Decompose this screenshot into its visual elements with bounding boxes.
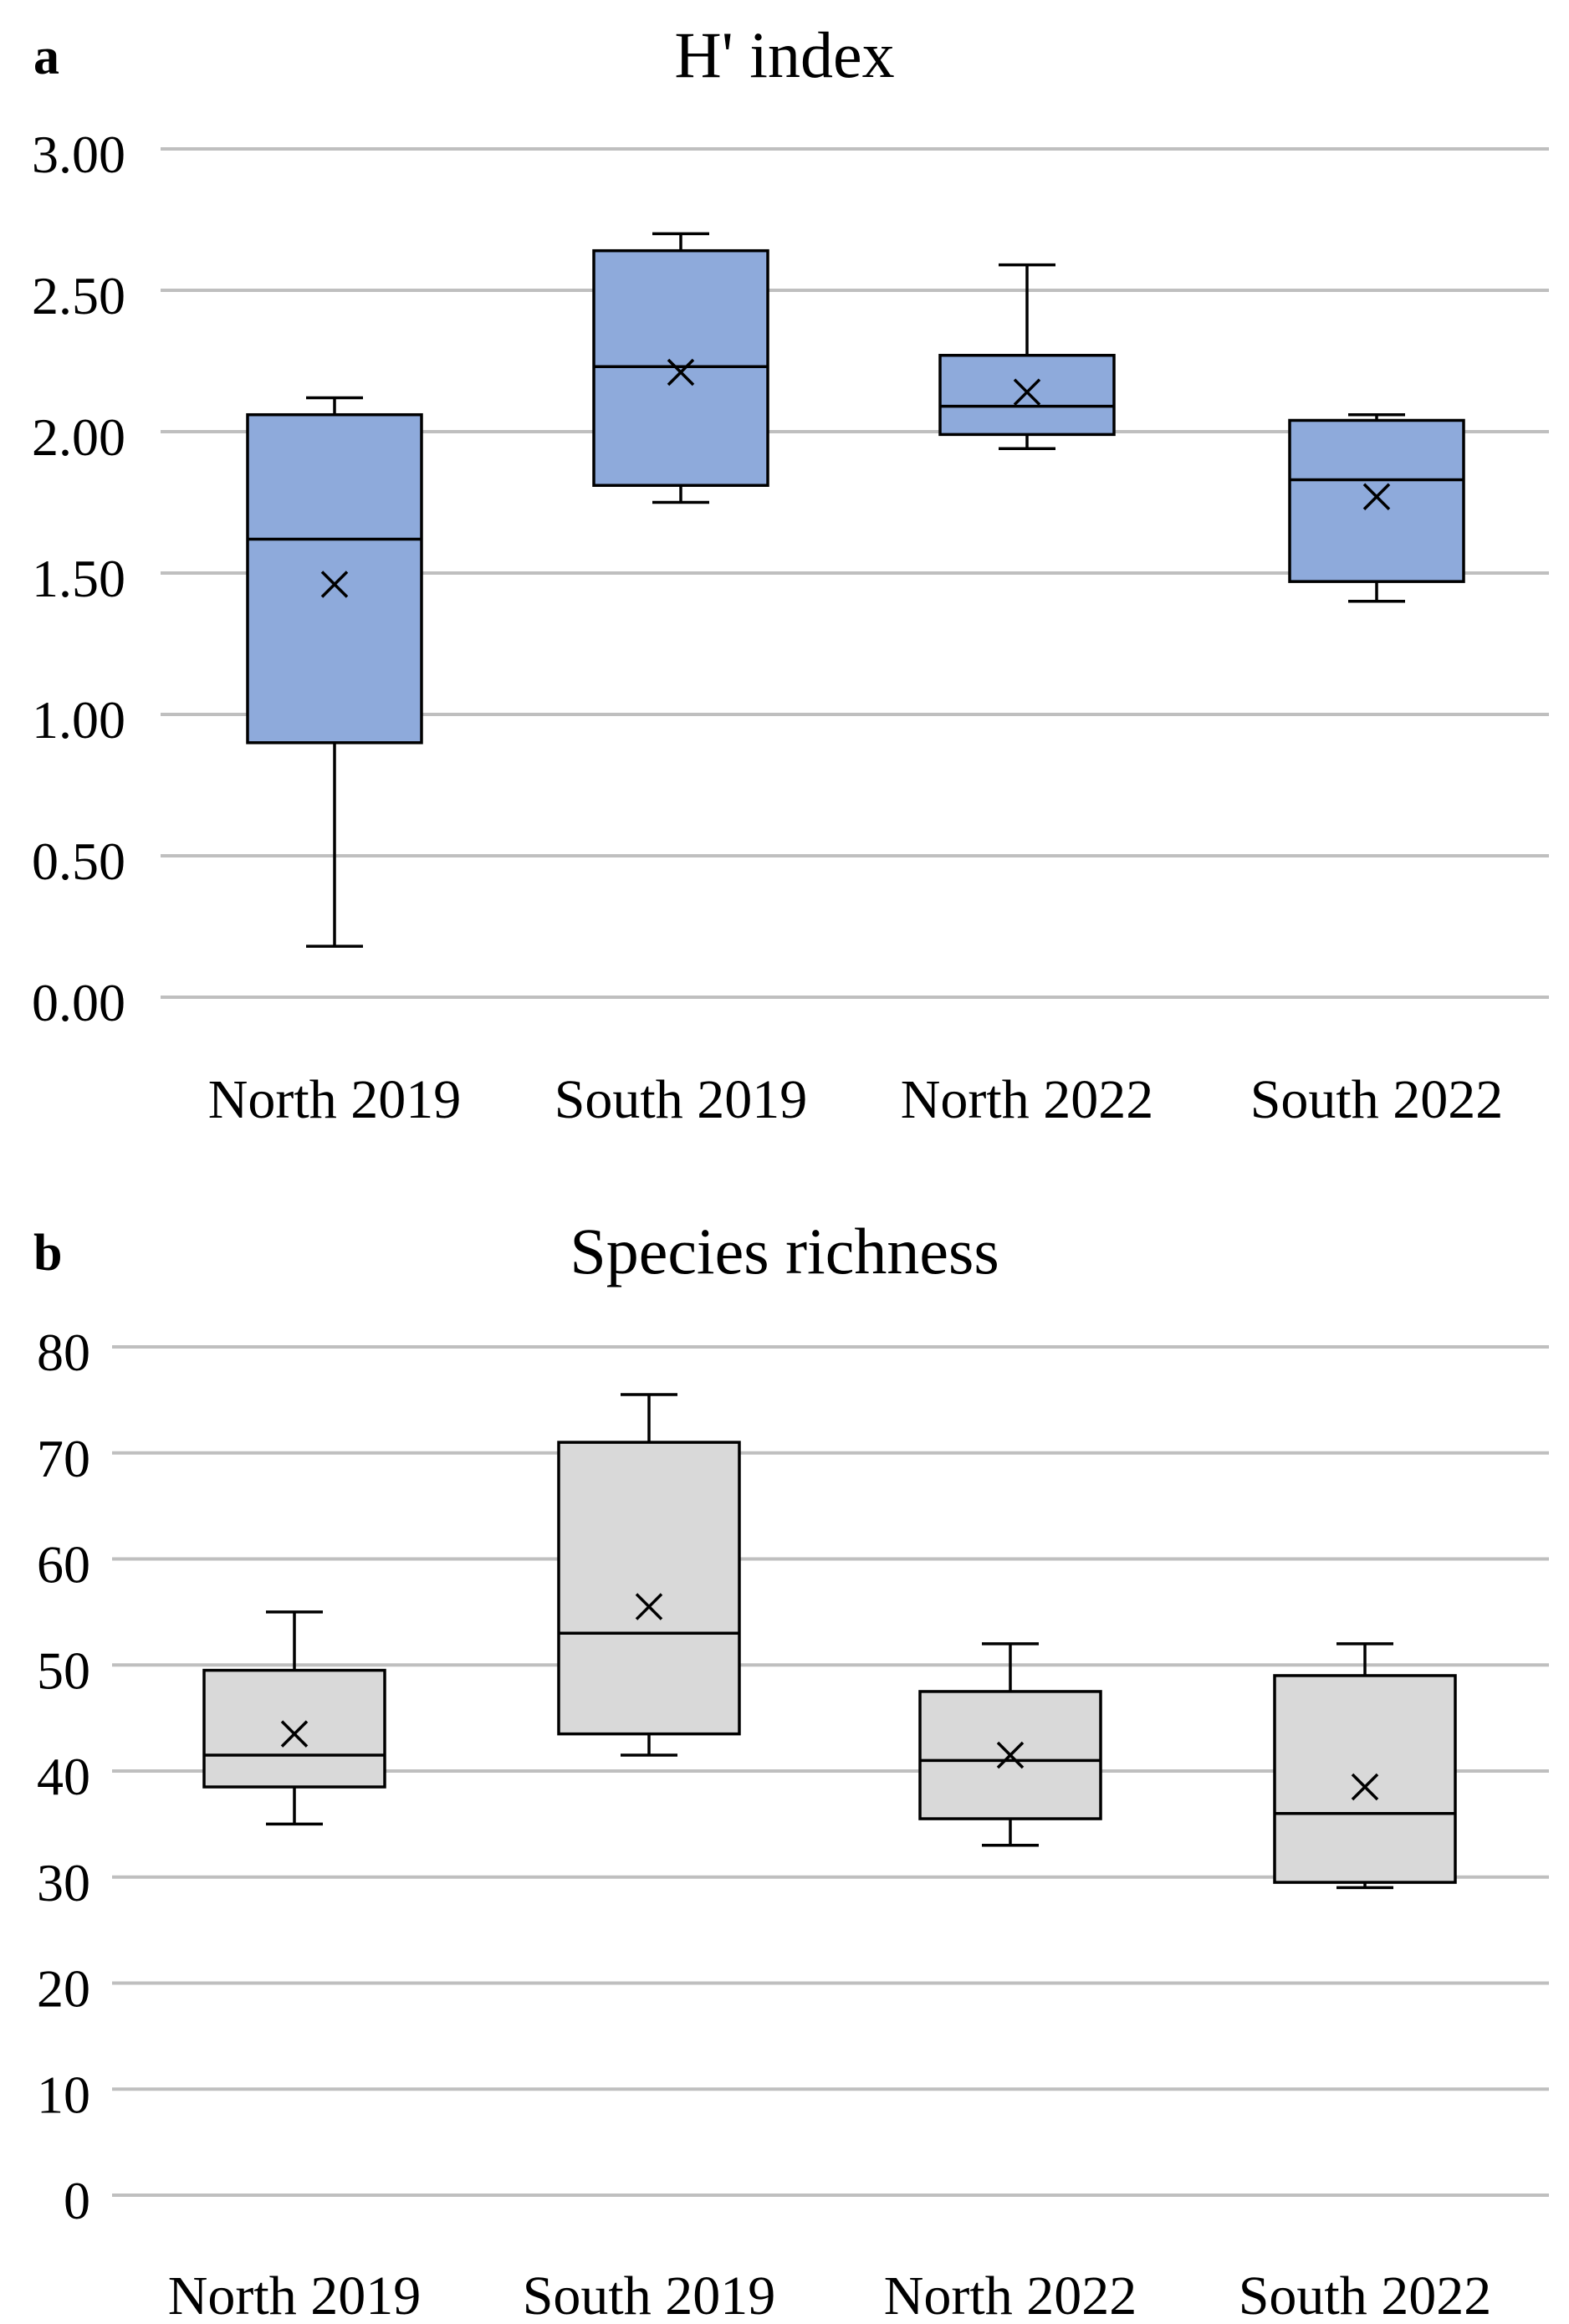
y-tick-label: 0.00 [32,973,125,1032]
y-tick-label: 3.00 [32,125,125,184]
panel-b-boxes [202,1393,1457,1890]
panel-a-category-labels: North 2019 South 2019 North 2022 South 2022 [208,1069,1504,1130]
mean-marker [1351,1773,1379,1801]
x-category-label: North 2019 [208,1069,461,1130]
y-tick-label: 0 [64,2171,90,2230]
y-tick-label: 40 [37,1747,90,1806]
x-category-label: South 2022 [1250,1069,1504,1130]
y-tick-label: 2.00 [32,407,125,467]
y-tick-label: 1.50 [32,549,125,608]
x-category-label: South 2022 [1239,2265,1492,2324]
y-tick-label: 1.00 [32,690,125,750]
y-tick-label: 80 [37,1323,90,1382]
panel-b-letter: b [33,1225,62,1282]
y-tick-label: 30 [37,1853,90,1912]
box-plot-north-2022 [938,263,1116,451]
iqr-box [1273,1674,1457,1884]
mean-marker [635,1593,663,1620]
x-category-label: North 2022 [884,2265,1137,2324]
box-plot-south-2019 [557,1393,741,1757]
mean-marker [667,358,695,386]
iqr-box [202,1668,386,1789]
iqr-box [246,412,423,745]
y-tick-label: 60 [37,1535,90,1595]
iqr-box [938,353,1116,437]
box-plot-north-2019 [246,396,423,948]
mean-marker [1362,483,1391,510]
x-category-label: North 2019 [168,2265,421,2324]
box-plot-north-2019 [202,1610,386,1826]
panel-b-title: Species richness [570,1215,999,1287]
box-plot-north-2022 [918,1642,1102,1847]
x-category-label: North 2022 [901,1069,1153,1130]
box-plot-south-2019 [592,232,769,504]
y-tick-label: 2.50 [32,266,125,325]
panel-a-title: H' index [674,18,894,91]
panel-a-y-axis-ticks: 0.00 0.50 1.00 1.50 2.00 2.50 3.00 [32,125,125,1032]
y-tick-label: 0.50 [32,832,125,891]
iqr-box [557,1441,741,1736]
y-tick-label: 50 [37,1641,90,1700]
x-category-label: South 2019 [523,2265,776,2324]
y-tick-label: 70 [37,1429,90,1488]
panel-b-species-richness-chart: b Species richness 0 10 20 30 40 50 60 70 80 Nor… [33,1215,1549,2324]
mean-marker [1013,378,1041,406]
panel-b-y-axis-ticks: 0 10 20 30 40 50 60 70 80 [37,1323,90,2230]
mean-marker [320,571,349,598]
panel-a-hindex-chart: a H' index 0.000.501.001.502.002.503.00 … [32,18,1549,1130]
y-tick-label: 20 [37,1959,90,2019]
mean-marker [280,1720,309,1748]
panel-b-category-labels: North 2019 South 2019 North 2022 South 2022 [168,2265,1492,2324]
panel-b-gridlines [112,1345,1549,2197]
box-plot-south-2022 [1288,412,1465,603]
iqr-box [1288,418,1465,583]
y-tick-label: 10 [37,2065,90,2124]
x-category-label: South 2019 [555,1069,808,1130]
mean-marker [996,1741,1025,1769]
panel-a-letter: a [33,28,59,85]
box-plot-south-2022 [1273,1642,1457,1890]
panel-a-boxes [246,232,1465,948]
